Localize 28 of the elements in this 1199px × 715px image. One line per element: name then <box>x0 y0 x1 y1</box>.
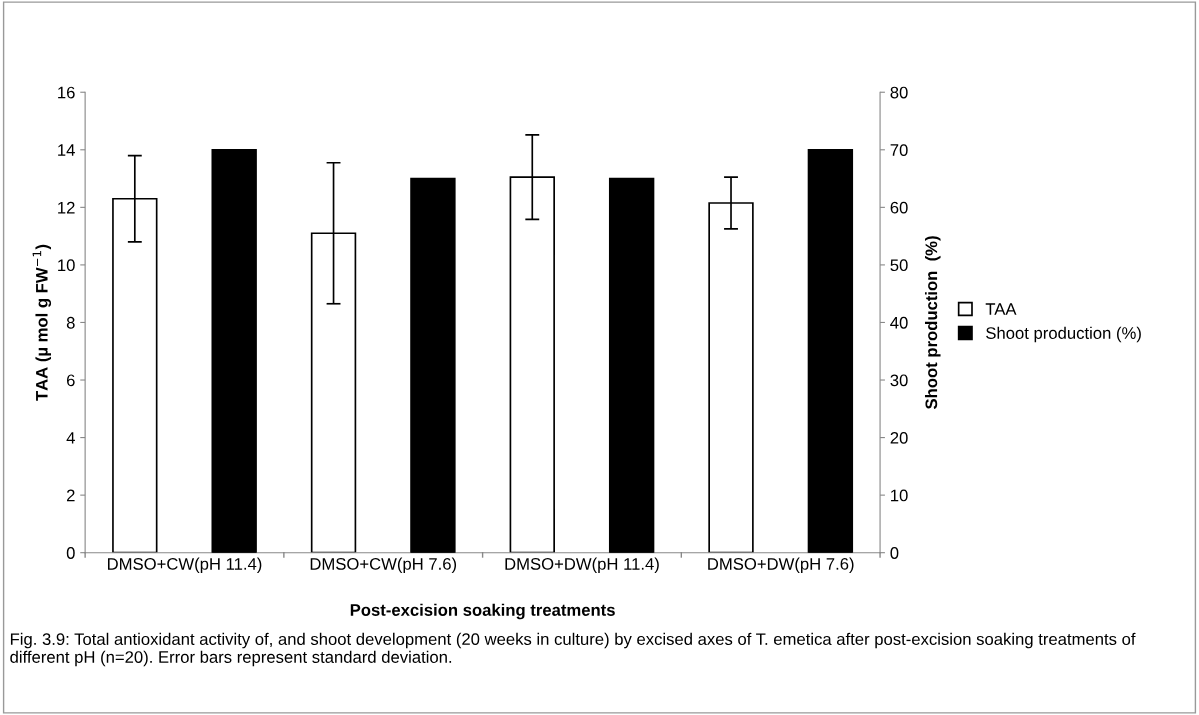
caption: Fig. 3.9: Total antioxidant activity of, and shoot development (20 weeks in culture) by excised axes of T. emetica after post-excision soaking treatments of different pH (n=20). Error bars represent standard deviation. <box>10 632 1136 667</box>
y2-tick-label: 60 <box>890 201 908 214</box>
y-axis-title: TAA (µ mol g FW$^{−1}$) <box>32 244 52 401</box>
y-tick-label: 2 <box>66 489 75 502</box>
y-tick-label: 12 <box>58 201 75 214</box>
x-axis-title: Post-excision soaking treatments <box>350 603 615 620</box>
y2-tick-label: 70 <box>890 144 908 156</box>
y2-tick-label: 80 <box>890 86 908 99</box>
legend-label: TAA <box>985 303 1017 315</box>
y2-tick-label: 50 <box>890 259 908 272</box>
y-tick-label: 10 <box>58 259 75 272</box>
legend-label: Shoot production (%) <box>986 326 1141 343</box>
y2-tick-label: 10 <box>891 489 908 502</box>
x-tick-label: DMSO+DW(pH 11.4) <box>505 557 659 574</box>
y-tick-label: 16 <box>58 86 75 99</box>
x-tick-label: DMSO+CW(pH 11.4) <box>107 557 262 574</box>
y2-tick-label: 40 <box>890 316 908 329</box>
y2-tick-label: 20 <box>890 431 908 444</box>
x-tick-label: DMSO+CW(pH 7.6) <box>310 557 457 574</box>
y2-axis-title: Shoot production (%) <box>924 236 941 409</box>
y-tick-label: 4 <box>66 432 75 444</box>
y-tick-label: 6 <box>66 374 75 387</box>
x-tick-label: DMSO+DW(pH 7.6) <box>708 557 854 574</box>
y-tick-label: 8 <box>66 316 75 329</box>
y-tick-label: 0 <box>66 547 75 559</box>
y-tick-label: 14 <box>58 144 75 156</box>
y2-tick-label: 30 <box>890 374 908 387</box>
y2-tick-label: 0 <box>890 547 899 559</box>
